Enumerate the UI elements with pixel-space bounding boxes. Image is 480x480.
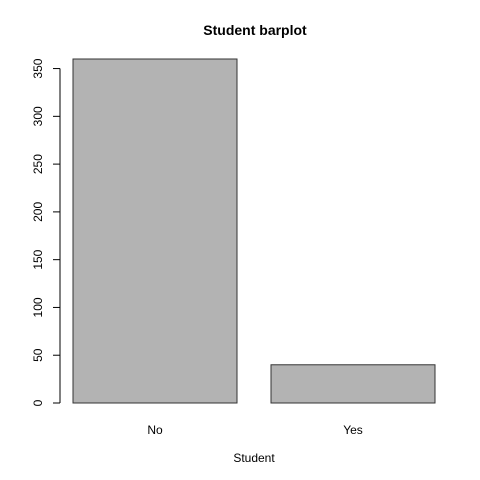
y-tick-label-50: 50 [31,348,45,362]
y-tick-label-300: 300 [31,106,45,126]
x-tick-label-no: No [147,423,163,437]
x-category-labels: No Yes [147,423,362,437]
x-tick-label-yes: Yes [343,423,363,437]
bars-group [72,58,436,404]
y-tick-label-100: 100 [31,297,45,317]
y-tick-label-350: 350 [31,58,45,78]
y-tick-label-0: 0 [31,399,45,406]
bar-yes [270,364,436,404]
bar-no [72,58,238,404]
chart-title: Student barplot [203,22,307,38]
y-tick-label-150: 150 [31,249,45,269]
y-tick-label-250: 250 [31,154,45,174]
x-axis-label: Student [233,451,275,465]
y-axis: 0 50 100 150 200 250 300 350 [31,58,61,406]
y-tick-label-200: 200 [31,202,45,222]
